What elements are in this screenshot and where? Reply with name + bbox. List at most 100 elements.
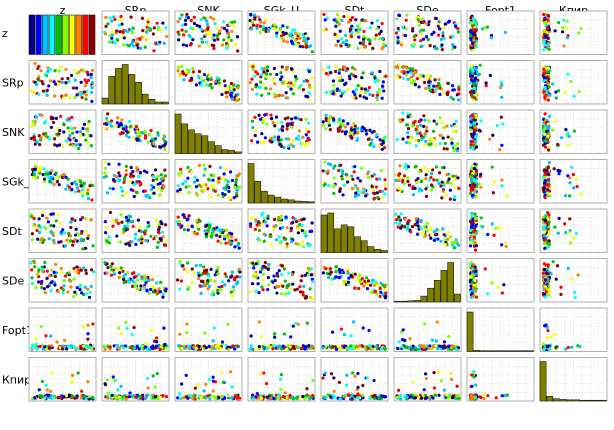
scatter-point bbox=[336, 119, 340, 124]
histogram-bar bbox=[294, 200, 302, 204]
scatter-point bbox=[263, 113, 267, 117]
scatter-point bbox=[369, 290, 374, 295]
scatter-point bbox=[274, 115, 279, 119]
scatter-point bbox=[89, 134, 93, 138]
scatter-point bbox=[207, 274, 211, 278]
scatter-point bbox=[214, 26, 218, 30]
histogram-bar bbox=[287, 199, 295, 204]
scatter-point bbox=[254, 218, 258, 222]
scatter-point bbox=[159, 280, 163, 284]
scatter-point bbox=[251, 125, 255, 130]
scatter-point bbox=[333, 164, 337, 168]
scatter-point bbox=[424, 187, 428, 191]
scatter-point bbox=[144, 345, 148, 349]
scatter-point bbox=[61, 96, 66, 100]
scatter-point bbox=[47, 84, 51, 88]
scatter-point bbox=[86, 141, 90, 145]
cell-srp-z bbox=[28, 60, 97, 105]
scatter-point bbox=[341, 172, 345, 176]
scatter-point bbox=[272, 138, 276, 142]
scatter-point bbox=[396, 225, 400, 229]
scatter-point bbox=[553, 225, 557, 229]
scatter-point bbox=[160, 222, 164, 226]
scatter-point bbox=[362, 188, 366, 193]
scatter-point bbox=[469, 116, 473, 120]
scatter-point bbox=[546, 98, 550, 102]
scatter-point bbox=[547, 160, 552, 165]
scatter-point bbox=[469, 123, 473, 127]
scatter-point bbox=[361, 42, 365, 46]
scatter-point bbox=[68, 239, 73, 243]
scatter-point bbox=[448, 347, 452, 351]
scatter-point bbox=[77, 233, 81, 237]
scatter-point bbox=[229, 94, 233, 98]
scatter-point bbox=[199, 83, 203, 87]
scatter-point bbox=[429, 233, 433, 237]
histogram-bar bbox=[135, 82, 142, 105]
scatter-point bbox=[103, 166, 108, 170]
scatter-point bbox=[470, 281, 475, 285]
scatter-point bbox=[220, 43, 225, 47]
scatter-point bbox=[195, 219, 199, 223]
scatter-point bbox=[224, 178, 228, 182]
scatter-point bbox=[45, 269, 49, 273]
scatter-point bbox=[500, 243, 504, 247]
scatter-point bbox=[202, 389, 206, 393]
scatter-point bbox=[456, 98, 461, 102]
scatter-point bbox=[415, 347, 419, 352]
scatter-point bbox=[542, 287, 547, 291]
scatter-point bbox=[424, 194, 429, 198]
scatter-point bbox=[542, 175, 547, 180]
scatter-point bbox=[568, 176, 572, 180]
scatter-point bbox=[176, 30, 180, 34]
scatter-point bbox=[556, 168, 560, 173]
histogram-bar bbox=[400, 300, 408, 303]
scatter-point bbox=[304, 230, 308, 234]
cell-z-fopt1 bbox=[466, 10, 535, 55]
scatter-point bbox=[110, 36, 114, 40]
scatter-point bbox=[301, 141, 305, 146]
scatter-point bbox=[225, 183, 229, 187]
scatter-point bbox=[344, 383, 349, 387]
scatter-point bbox=[218, 229, 223, 233]
scatter-point bbox=[232, 196, 236, 200]
scatter-point bbox=[307, 91, 311, 95]
scatter-point bbox=[85, 71, 89, 75]
scatter-point bbox=[321, 123, 325, 127]
scatter-point bbox=[294, 345, 299, 349]
scatter-point bbox=[181, 213, 185, 217]
cell-z-sgk-u bbox=[247, 10, 316, 55]
scatter-point bbox=[546, 18, 550, 22]
scatter-point bbox=[156, 25, 160, 29]
scatter-point bbox=[265, 69, 270, 73]
cell-sdt-fopt1 bbox=[466, 208, 535, 253]
scatter-point bbox=[216, 37, 220, 41]
scatter-point bbox=[453, 45, 457, 49]
scatter-point bbox=[363, 87, 367, 91]
scatter-point bbox=[186, 217, 190, 221]
scatter-point bbox=[117, 162, 121, 166]
scatter-point bbox=[415, 124, 420, 129]
scatter-point bbox=[69, 225, 73, 230]
scatter-point bbox=[310, 229, 314, 233]
scatter-point bbox=[52, 238, 56, 242]
scatter-point bbox=[304, 133, 308, 137]
scatter-point bbox=[559, 285, 563, 289]
scatter-point bbox=[417, 23, 421, 28]
scatter-point bbox=[404, 27, 408, 31]
cell-srp-fopt1 bbox=[466, 60, 535, 105]
scatter-point bbox=[383, 178, 387, 182]
scatter-point bbox=[62, 344, 66, 348]
scatter-point bbox=[236, 243, 240, 248]
scatter-point bbox=[375, 98, 379, 102]
scatter-point bbox=[237, 246, 241, 250]
scatter-point bbox=[455, 149, 459, 153]
scatter-point bbox=[180, 224, 184, 228]
scatter-point bbox=[409, 77, 414, 81]
scatter-point bbox=[205, 22, 209, 26]
scatter-point bbox=[489, 33, 494, 38]
scatter-point bbox=[199, 188, 204, 193]
scatter-point bbox=[368, 283, 373, 287]
scatter-point bbox=[112, 15, 116, 19]
scatter-point bbox=[412, 72, 416, 76]
